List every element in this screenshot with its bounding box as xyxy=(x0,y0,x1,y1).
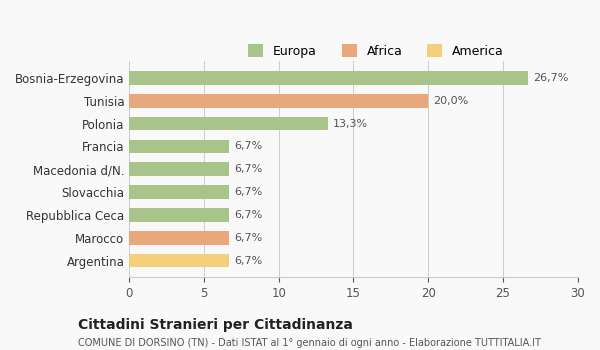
Text: 6,7%: 6,7% xyxy=(234,210,262,220)
Text: 6,7%: 6,7% xyxy=(234,164,262,174)
Legend: Europa, Africa, America: Europa, Africa, America xyxy=(242,40,509,63)
Bar xyxy=(130,140,229,153)
Bar xyxy=(130,162,229,176)
Text: 6,7%: 6,7% xyxy=(234,233,262,243)
Bar xyxy=(130,71,529,85)
Bar xyxy=(130,94,428,108)
Bar xyxy=(130,254,229,267)
Text: COMUNE DI DORSINO (TN) - Dati ISTAT al 1° gennaio di ogni anno - Elaborazione TU: COMUNE DI DORSINO (TN) - Dati ISTAT al 1… xyxy=(78,338,541,349)
Bar xyxy=(130,185,229,199)
Bar xyxy=(130,231,229,245)
Bar xyxy=(130,208,229,222)
Text: 6,7%: 6,7% xyxy=(234,187,262,197)
Text: 6,7%: 6,7% xyxy=(234,256,262,266)
Text: Cittadini Stranieri per Cittadinanza: Cittadini Stranieri per Cittadinanza xyxy=(78,318,353,332)
Text: 26,7%: 26,7% xyxy=(533,73,568,83)
Text: 6,7%: 6,7% xyxy=(234,141,262,152)
Text: 20,0%: 20,0% xyxy=(433,96,468,106)
Bar xyxy=(130,117,328,131)
Text: 13,3%: 13,3% xyxy=(332,119,368,128)
